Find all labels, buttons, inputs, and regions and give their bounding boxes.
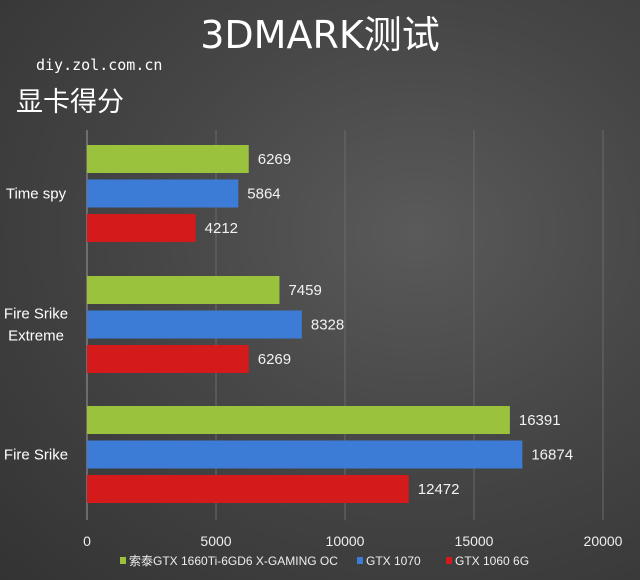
bar-索泰gtx-1660ti-6gd6-x-gaming-oc [87,406,510,434]
legend-label: 索泰GTX 1660Ti-6GD6 X-GAMING OC [129,554,338,568]
x-tick-label: 10000 [326,533,365,549]
data-label: 6269 [258,151,291,168]
data-label: 8328 [311,317,344,334]
x-tick-label: 0 [83,533,91,549]
data-label: 6269 [258,351,291,368]
bar-gtx-1070 [87,310,302,339]
data-label: 16391 [519,412,561,429]
legend-label: GTX 1070 [366,554,421,568]
data-label: 5864 [247,186,280,203]
data-label: 12472 [418,481,460,498]
bar-gtx-1070 [87,440,523,469]
bar-gtx-1060-6g [87,214,196,242]
legend-label: GTX 1060 6G [455,554,529,568]
bar-索泰gtx-1660ti-6gd6-x-gaming-oc [87,145,249,173]
category-label: Fire Srike [4,447,68,464]
legend-swatch [446,557,452,564]
x-tick-label: 20000 [584,533,623,549]
category-label: Fire Srike [4,306,68,323]
bar-gtx-1060-6g [87,345,249,373]
data-label: 7459 [288,282,321,299]
chart-subtitle: 显卡得分 [16,87,124,118]
data-label: 16874 [531,447,573,464]
bar-gtx-1070 [87,179,239,208]
chart-title: 3DMARK测试 [200,13,440,57]
data-label: 4212 [205,220,238,237]
legend-swatch [357,557,363,564]
x-tick-label: 5000 [200,533,231,549]
x-tick-label: 15000 [455,533,494,549]
category-label: Time spy [6,186,67,203]
source-watermark: diy.zol.com.cn [36,56,163,74]
legend-swatch [120,557,126,564]
bar-索泰gtx-1660ti-6gd6-x-gaming-oc [87,276,280,304]
category-label: Extreme [8,328,64,345]
bar-gtx-1060-6g [87,475,409,503]
